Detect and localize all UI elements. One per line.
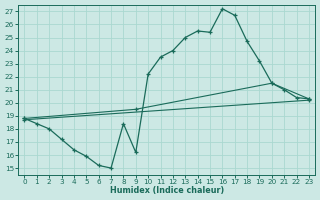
X-axis label: Humidex (Indice chaleur): Humidex (Indice chaleur) — [109, 186, 224, 195]
